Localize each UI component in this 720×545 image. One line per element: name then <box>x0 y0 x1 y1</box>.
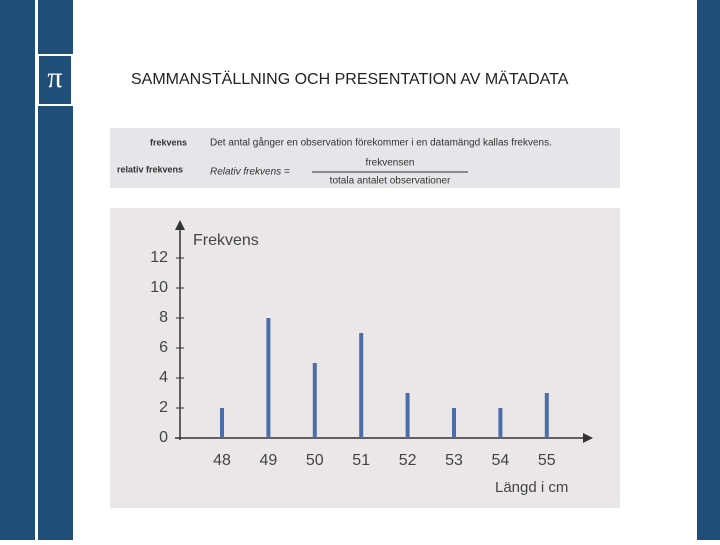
y-tick-label: 12 <box>150 249 168 266</box>
y-tick-label: 6 <box>159 339 168 356</box>
x-tick-label: 48 <box>213 452 231 469</box>
formula-lhs: Relativ frekvens = <box>210 167 290 178</box>
definition: Det antal gånger en observation förekomm… <box>210 137 552 149</box>
x-arrow <box>583 433 593 443</box>
definition-box <box>110 128 620 188</box>
chart-panel <box>110 208 620 508</box>
x-axis-label: Längd i cm <box>495 479 568 496</box>
slide-title: SAMMANSTÄLLNING OCH PRESENTATION AV MÄTA… <box>131 70 569 88</box>
x-tick-label: 51 <box>352 452 370 469</box>
x-tick-label: 49 <box>260 452 278 469</box>
bar <box>266 318 271 438</box>
x-tick-label: 54 <box>492 452 510 469</box>
denominator: totala antalet observationer <box>330 176 451 187</box>
y-tick-label: 4 <box>159 369 168 386</box>
y-tick-label: 8 <box>159 309 168 326</box>
x-tick-label: 55 <box>538 452 556 469</box>
x-tick-label: 50 <box>306 452 324 469</box>
logo: π <box>47 61 62 94</box>
y-tick-label: 10 <box>150 279 168 296</box>
bar <box>498 408 503 438</box>
bar <box>452 408 456 438</box>
y-axis-label: Frekvens <box>193 232 259 249</box>
bar <box>359 333 364 438</box>
right-strip <box>697 0 720 540</box>
y-arrow <box>175 220 185 230</box>
sidebar-stripe <box>35 0 38 540</box>
bar <box>544 393 549 438</box>
y-tick-label: 2 <box>159 399 168 416</box>
term: frekvens <box>150 137 187 147</box>
numerator: frekvensen <box>366 158 415 169</box>
x-tick-label: 53 <box>445 452 463 469</box>
x-tick-label: 52 <box>399 452 417 469</box>
logo-box <box>37 54 73 106</box>
y-tick-label: 0 <box>159 429 168 446</box>
bar <box>220 408 224 438</box>
bar <box>405 393 410 438</box>
bar <box>312 363 317 438</box>
term: relativ frekvens <box>117 164 183 174</box>
